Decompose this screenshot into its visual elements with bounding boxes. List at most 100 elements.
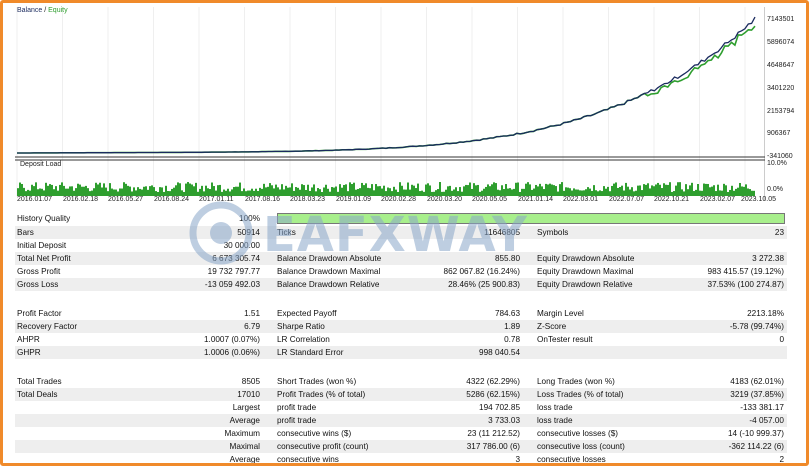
deposit-load-bar: [277, 187, 279, 196]
deposit-load-bar: [205, 185, 207, 196]
lr-correlation-label: LR Correlation: [277, 335, 330, 344]
deposit-load-bar: [735, 188, 737, 196]
deposit-load-bar: [129, 186, 131, 196]
deposit-load-bar: [505, 184, 507, 196]
history-quality-label: History Quality: [17, 214, 71, 223]
deposit-load-bar: [377, 186, 379, 196]
deposit-load-bar: [243, 188, 245, 196]
x-tick: 2017.01.11: [199, 196, 234, 203]
deposit-load-bar: [669, 182, 671, 196]
deposit-load-bar: [95, 182, 97, 196]
deposit-load-bar: [567, 187, 569, 196]
deposit-load-bar: [159, 187, 161, 196]
x-tick: 2016.05.27: [108, 196, 144, 203]
deposit-load-bar: [657, 182, 659, 196]
bars-value: 50914: [237, 228, 260, 237]
deposit-load-bar: [69, 186, 71, 196]
average-loss-label: loss trade: [537, 416, 573, 425]
table-row: Total Net Profit 6 673 305.74 Balance Dr…: [15, 252, 787, 265]
ahpr-value: 1.0007 (0.07%): [204, 335, 260, 344]
maximal-label: Maximal: [229, 442, 260, 451]
profit-trades-value: 5286 (62.15%): [466, 390, 520, 399]
deposit-load-bar: [605, 188, 607, 196]
deposit-load-bar: [449, 185, 451, 196]
largest-label: Largest: [232, 403, 260, 412]
deposit-load-bar: [659, 184, 661, 196]
deposit-load-bar: [653, 186, 655, 196]
deposit-load-bar: [303, 185, 305, 196]
deposit-load-bar: [83, 186, 85, 196]
deposit-load-bar: [597, 191, 599, 196]
deposit-load-bar: [55, 186, 57, 196]
deposit-load-bar: [87, 188, 89, 196]
deposit-load-bar: [643, 184, 645, 196]
deposit-load-bar: [515, 182, 517, 196]
deposit-load-bar: [611, 185, 613, 196]
deposit-load-bar: [503, 189, 505, 196]
deposit-load-bar: [63, 185, 65, 196]
deposit-load-bar: [407, 182, 409, 196]
deposit-load-bar: [589, 188, 591, 196]
balance-dd-rel-label: Balance Drawdown Relative: [277, 280, 380, 289]
deposit-load-bar: [369, 188, 371, 196]
long-trades-value: 4183 (62.01%): [730, 377, 784, 386]
deposit-load-bar: [691, 182, 693, 196]
deposit-load-bar: [35, 182, 37, 196]
z-score-label: Z-Score: [537, 322, 567, 331]
equity-dd-rel-value: 37.53% (100 274.87): [707, 280, 784, 289]
deposit-load-bar: [191, 184, 193, 196]
deposit-load-bar: [521, 188, 523, 196]
deposit-load-bar: [551, 184, 553, 196]
deposit-load-bar: [727, 191, 729, 196]
total-deals-value: 17010: [237, 390, 260, 399]
deposit-load-bar: [475, 185, 477, 196]
y-tick: 4648647: [767, 62, 795, 69]
maximum-label: Maximum: [224, 429, 260, 438]
average2-label: Average: [229, 455, 260, 464]
deposit-load-bar: [137, 187, 139, 196]
deposit-load-bar: [153, 187, 155, 196]
deposit-load-bar: [203, 191, 205, 196]
deposit-load-bar: [397, 191, 399, 196]
deposit-load-bar: [685, 184, 687, 196]
deposit-load-bar: [355, 189, 357, 196]
deposit-load-bar: [93, 188, 95, 196]
deposit-load-bar: [111, 188, 113, 196]
deposit-load-bar: [149, 186, 151, 196]
deposit-load-bar: [71, 186, 73, 196]
deposit-load-bar: [107, 191, 109, 196]
row-stripe: [15, 414, 787, 427]
deposit-load-bar: [271, 185, 273, 196]
table-row: Initial Deposit 30 000.00: [15, 239, 787, 252]
equity-dd-max-label: Equity Drawdown Maximal: [537, 267, 634, 276]
deposit-load-bar: [575, 189, 577, 196]
balance-dd-max-value: 862 067.82 (16.24%): [443, 267, 520, 276]
lr-std-error-value: 998 040.54: [479, 348, 520, 357]
deposit-load-bar: [649, 188, 651, 196]
deposit-load-bar: [227, 188, 229, 196]
deposit-load-bar: [145, 186, 147, 196]
deposit-load-bar: [371, 184, 373, 196]
deposit-load-bar: [131, 191, 133, 196]
deposit-load-bar: [65, 188, 67, 196]
deposit-load-bar: [745, 184, 747, 196]
average-profit-value: 3 733.03: [488, 416, 520, 425]
deposit-load-bar: [373, 190, 375, 196]
deposit-load-bar: [401, 185, 403, 196]
deposit-load-bar: [323, 187, 325, 196]
total-trades-value: 8505: [241, 377, 260, 386]
maximal-consec-loss-value: -362 114.22 (6): [728, 442, 784, 451]
deposit-load-bar: [141, 189, 143, 196]
expected-payoff-label: Expected Payoff: [277, 309, 337, 318]
deposit-load-bar: [411, 184, 413, 196]
deposit-load-bar: [337, 191, 339, 196]
long-trades-label: Long Trades (won %): [537, 377, 615, 386]
deposit-load-bar: [385, 191, 387, 196]
deposit-load-bar: [123, 182, 125, 196]
deposit-load-bar: [565, 187, 567, 196]
deposit-load-bar: [491, 184, 493, 196]
largest-profit-label: profit trade: [277, 403, 317, 412]
deposit-load-bar: [489, 186, 491, 196]
deposit-load-bar: [361, 182, 363, 196]
deposit-load-bar: [383, 185, 385, 196]
